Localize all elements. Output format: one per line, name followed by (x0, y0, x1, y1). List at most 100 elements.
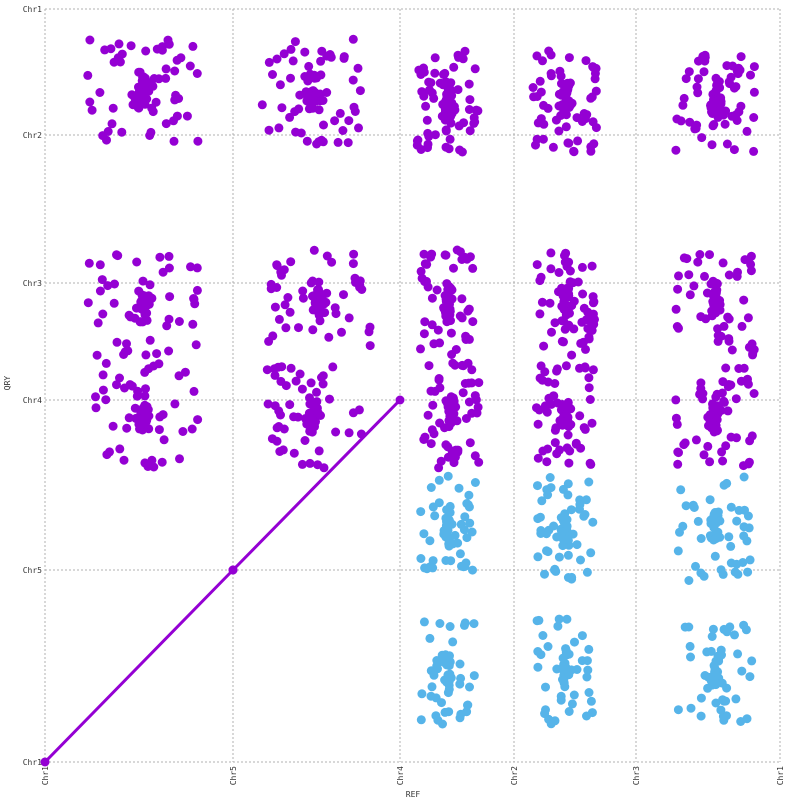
scatter-point (691, 435, 701, 445)
scatter-point (148, 81, 158, 91)
scatter-point (713, 324, 723, 334)
scatter-point (674, 448, 683, 458)
scatter-point (155, 252, 165, 262)
y-tick-label: Chr1 (23, 5, 42, 14)
scatter-point (136, 420, 146, 430)
scatter-point (419, 91, 429, 101)
scatter-point (319, 299, 329, 309)
scatter-point (474, 457, 484, 467)
scatter-point (532, 51, 542, 61)
scatter-point (277, 103, 287, 113)
scatter-point (272, 54, 282, 64)
scatter-point (416, 554, 426, 563)
scatter-point (539, 341, 549, 351)
scatter-point (716, 705, 726, 715)
scatter-point (538, 134, 548, 144)
scatter-point (127, 90, 137, 100)
scatter-point (437, 650, 447, 660)
scatter-point (463, 500, 473, 510)
scatter-point (106, 44, 116, 54)
scatter-point (291, 127, 301, 137)
scatter-point (674, 271, 683, 281)
scatter-point (588, 62, 598, 72)
scatter-point (587, 418, 597, 428)
scatter-point (174, 317, 184, 326)
scatter-point (175, 454, 184, 464)
scatter-point (416, 507, 426, 517)
scatter-point (423, 282, 433, 292)
scatter-point (563, 490, 573, 500)
scatter-point (543, 377, 553, 387)
scatter-point (270, 370, 280, 380)
scatter-point (419, 529, 429, 539)
scatter-point (685, 290, 695, 300)
scatter-point (731, 394, 741, 404)
scatter-point (448, 637, 458, 647)
scatter-point (708, 121, 718, 131)
scatter-point (542, 457, 552, 467)
scatter-point (560, 257, 570, 267)
scatter-point (440, 423, 449, 433)
scatter-point (446, 556, 456, 566)
scatter-point (102, 450, 112, 460)
scatter-point (743, 567, 753, 577)
scatter-point (135, 67, 145, 77)
scatter-point (154, 425, 164, 435)
y-axis-title: QRY (3, 376, 12, 391)
scatter-point (157, 42, 167, 52)
scatter-point (693, 516, 703, 526)
scatter-point (586, 322, 596, 332)
scatter-point (421, 101, 431, 111)
scatter-point (585, 395, 595, 404)
scatter-point (319, 120, 328, 130)
scatter-point (306, 425, 316, 435)
scatter-point (133, 386, 143, 396)
scatter-point (567, 350, 577, 360)
scatter-point (554, 268, 564, 277)
scatter-point (749, 146, 759, 156)
scatter-point (182, 111, 192, 121)
scatter-point (709, 661, 719, 671)
scatter-point (584, 373, 594, 383)
scatter-point (528, 83, 538, 92)
scatter-point (192, 285, 202, 295)
scatter-point (113, 251, 123, 261)
scatter-point (124, 413, 134, 423)
scatter-point (169, 116, 178, 126)
scatter-point (569, 690, 579, 700)
scatter-point (586, 146, 596, 156)
scatter-point (543, 490, 553, 500)
scatter-point (331, 427, 341, 437)
scatter-point (555, 445, 564, 455)
scatter-point (702, 647, 712, 657)
scatter-point (685, 641, 695, 651)
scatter-point (437, 698, 446, 708)
scatter-point (576, 338, 586, 348)
scatter-point (552, 364, 562, 374)
scatter-point (339, 290, 348, 300)
scatter-point (546, 248, 556, 258)
scatter-point (747, 656, 757, 666)
scatter-point (570, 637, 579, 647)
scatter-point (169, 136, 179, 146)
scatter-point (696, 378, 706, 388)
scatter-point (430, 68, 440, 78)
scatter-point (281, 323, 291, 333)
scatter-point (348, 75, 358, 85)
scatter-point (671, 145, 681, 155)
scatter-point (541, 682, 550, 692)
scatter-point (673, 546, 683, 556)
scatter-point (563, 573, 573, 582)
scatter-point (427, 320, 437, 330)
scatter-point (308, 325, 318, 335)
scatter-point (465, 682, 474, 692)
scatter-point (703, 683, 713, 693)
scatter-point (587, 92, 597, 102)
scatter-point (441, 440, 451, 450)
scatter-point (691, 561, 700, 571)
scatter-point (676, 485, 686, 495)
scatter-point (355, 86, 365, 96)
scatter-point (700, 50, 710, 60)
scatter-point (286, 44, 296, 54)
scatter-point (546, 50, 556, 60)
